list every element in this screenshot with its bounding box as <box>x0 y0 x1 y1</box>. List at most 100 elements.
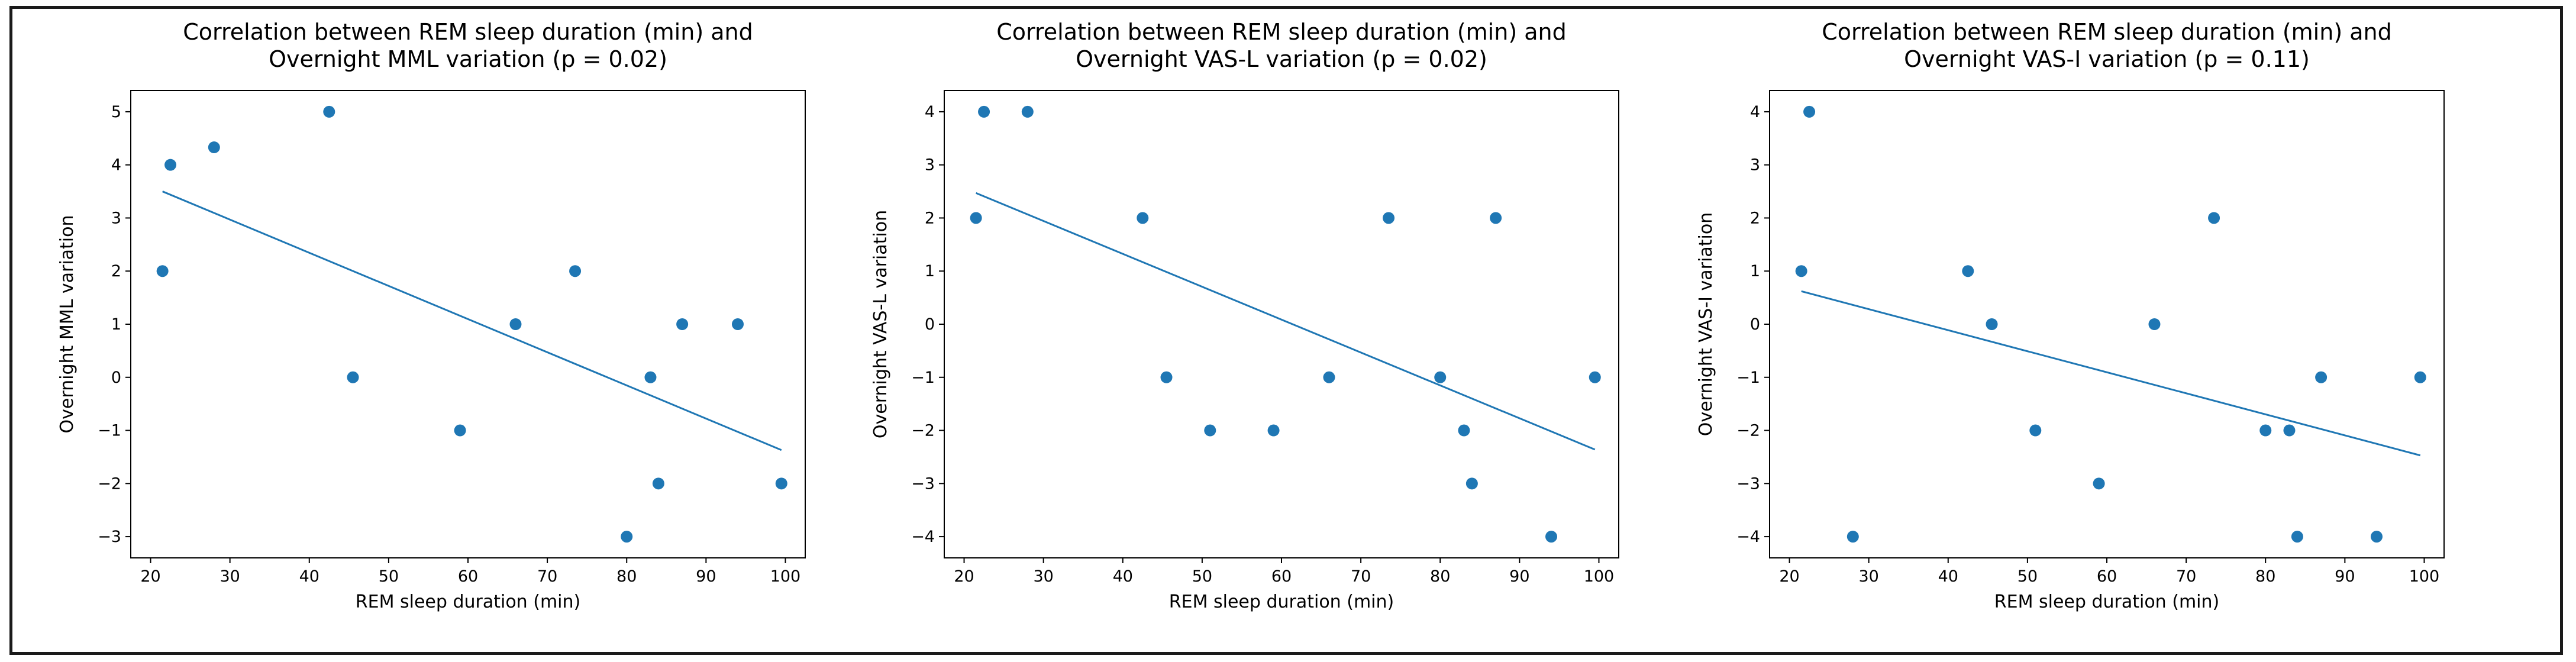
y-tick-label: 2 <box>925 209 935 227</box>
data-point <box>1465 477 1478 490</box>
trend-line <box>976 192 1596 451</box>
data-point <box>1267 424 1280 437</box>
y-tick-label: −2 <box>1736 422 1760 440</box>
y-tick-label: −1 <box>1736 369 1760 387</box>
x-tick-label: 90 <box>1509 567 1529 586</box>
data-point <box>970 212 982 224</box>
x-tick-label: 40 <box>1113 567 1133 586</box>
data-point <box>1847 531 1859 543</box>
x-tick-label: 30 <box>1858 567 1878 586</box>
y-tick-label: 4 <box>925 103 935 121</box>
plot-area-frame <box>944 90 1619 558</box>
chart-title-line-2: Overnight VAS-I variation (p = 0.11) <box>1904 46 2310 72</box>
x-axis-label: REM sleep duration (min) <box>1994 592 2219 612</box>
data-point <box>652 477 664 490</box>
y-tick-label: 0 <box>111 369 121 387</box>
x-tick-label: 30 <box>1033 567 1053 586</box>
y-tick-label: 1 <box>1750 262 1760 280</box>
data-point <box>2093 477 2105 490</box>
data-point <box>156 265 169 277</box>
figure-canvas: Correlation between REM sleep duration (… <box>57 19 2445 612</box>
data-point <box>1962 265 1974 277</box>
x-tick-label: 50 <box>1192 567 1212 586</box>
y-tick-label: −3 <box>98 528 121 546</box>
x-tick-label: 60 <box>1271 567 1292 586</box>
x-tick-label: 80 <box>1430 567 1450 586</box>
data-point <box>1795 265 1807 277</box>
data-point <box>2291 531 2303 543</box>
chart-3: Correlation between REM sleep duration (… <box>1696 19 2445 612</box>
y-tick-label: −3 <box>911 474 935 493</box>
data-point <box>775 477 787 490</box>
figure-frame: Correlation between REM sleep duration (… <box>9 6 2563 655</box>
y-axis-label: Overnight MML variation <box>57 215 78 433</box>
data-point <box>621 531 633 543</box>
y-tick-label: 3 <box>1750 156 1760 175</box>
data-point <box>208 141 220 154</box>
data-point <box>347 371 359 383</box>
y-axis-label: Overnight VAS-I variation <box>1696 212 1716 436</box>
data-point <box>1160 371 1173 383</box>
x-tick-label: 100 <box>1584 567 1615 586</box>
data-point <box>978 105 990 118</box>
x-tick-label: 100 <box>2409 567 2440 586</box>
x-tick-label: 70 <box>2176 567 2196 586</box>
x-tick-label: 50 <box>2017 567 2038 586</box>
x-tick-label: 80 <box>2255 567 2275 586</box>
y-tick-label: 0 <box>1750 315 1760 334</box>
y-tick-label: 1 <box>925 262 935 280</box>
data-point <box>644 371 657 383</box>
data-point <box>323 105 335 118</box>
data-point <box>1458 424 1470 437</box>
x-axis-label: REM sleep duration (min) <box>356 592 580 612</box>
data-point <box>569 265 582 277</box>
data-point <box>1803 105 1816 118</box>
y-tick-label: −2 <box>98 474 121 493</box>
data-point <box>2283 424 2296 437</box>
x-tick-label: 70 <box>1351 567 1371 586</box>
data-point <box>676 318 689 330</box>
data-point <box>2414 371 2426 383</box>
plot-area-frame <box>130 90 806 558</box>
x-tick-label: 90 <box>2335 567 2355 586</box>
trend-line <box>162 190 782 451</box>
x-tick-label: 30 <box>219 567 240 586</box>
x-tick-label: 20 <box>1779 567 1799 586</box>
data-point <box>2315 371 2328 383</box>
data-point <box>1434 371 1447 383</box>
data-point <box>1323 371 1335 383</box>
y-tick-label: 3 <box>111 209 121 227</box>
data-point <box>1986 318 1998 330</box>
chart-1: Correlation between REM sleep duration (… <box>57 19 806 612</box>
data-point <box>454 424 466 437</box>
data-point <box>1490 212 1502 224</box>
y-tick-label: −4 <box>1736 528 1760 546</box>
chart-title-line-2: Overnight VAS-L variation (p = 0.02) <box>1076 46 1487 72</box>
data-point <box>2029 424 2042 437</box>
y-tick-label: 0 <box>925 315 935 334</box>
y-tick-label: −1 <box>98 422 121 440</box>
y-tick-label: 4 <box>111 156 121 175</box>
x-tick-label: 100 <box>770 567 801 586</box>
data-point <box>1383 212 1395 224</box>
y-tick-label: −3 <box>1736 474 1760 493</box>
data-point <box>1589 371 1601 383</box>
chart-title-line-2: Overnight MML variation (p = 0.02) <box>269 46 667 72</box>
y-tick-label: 4 <box>1750 103 1760 121</box>
data-point <box>2148 318 2161 330</box>
chart-2: Correlation between REM sleep duration (… <box>870 19 1619 612</box>
trend-line <box>1801 290 2421 457</box>
y-tick-label: 5 <box>111 103 121 121</box>
y-tick-label: 1 <box>111 315 121 334</box>
x-tick-label: 80 <box>616 567 637 586</box>
data-point <box>1545 531 1557 543</box>
data-point <box>1021 105 1034 118</box>
x-tick-label: 40 <box>1938 567 1958 586</box>
x-tick-label: 20 <box>140 567 160 586</box>
plot-area-frame <box>1769 90 2445 558</box>
x-tick-label: 90 <box>696 567 716 586</box>
data-point <box>732 318 744 330</box>
x-tick-label: 60 <box>2097 567 2117 586</box>
y-axis-label: Overnight VAS-L variation <box>870 210 891 438</box>
x-tick-label: 40 <box>299 567 319 586</box>
